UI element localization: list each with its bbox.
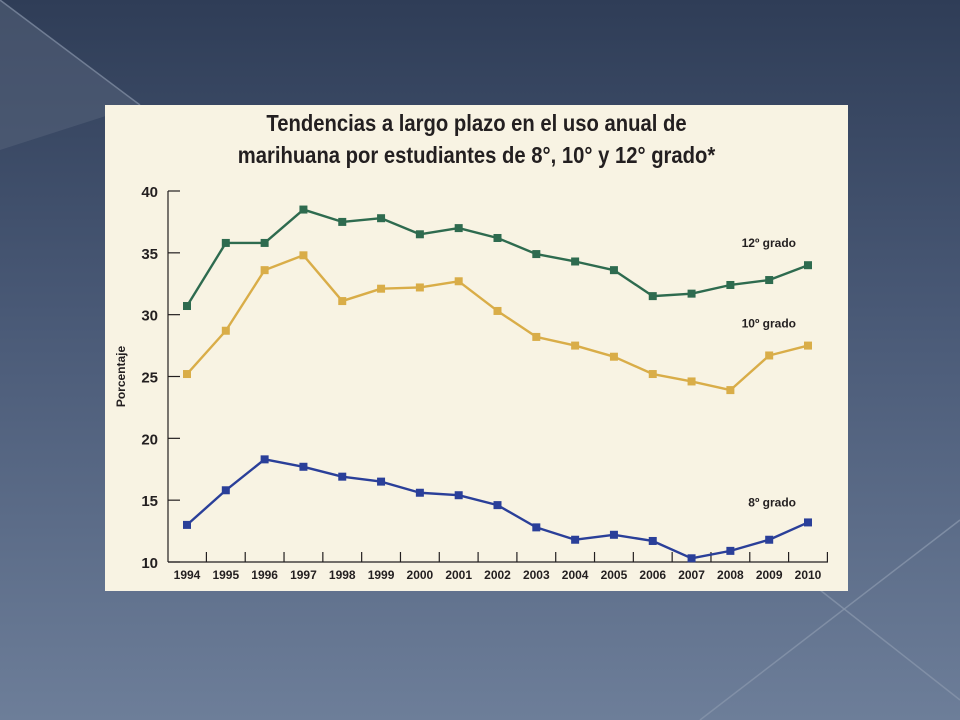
- data-point: [299, 205, 308, 214]
- x-tick-label: 2009: [756, 568, 783, 582]
- data-point: [415, 230, 424, 239]
- data-point: [183, 370, 191, 379]
- data-point: [609, 266, 618, 275]
- x-tick-label: 1994: [174, 568, 201, 582]
- data-point: [571, 535, 580, 544]
- chart-title-line-2: marihuana por estudiantes de 8°, 10° y 1…: [237, 142, 716, 168]
- x-tick-label: 2001: [445, 568, 472, 582]
- x-tick-label: 2002: [484, 568, 511, 582]
- data-point: [804, 261, 812, 270]
- x-tick-label: 2004: [562, 568, 589, 582]
- series-label: 10º grado: [742, 317, 796, 331]
- data-point: [377, 284, 386, 293]
- data-point: [493, 501, 502, 510]
- data-point: [609, 530, 618, 539]
- chart-panel: Tendencias a largo plazo en el uso anual…: [105, 105, 848, 591]
- data-point: [221, 486, 230, 495]
- x-tick-label: 1998: [329, 568, 356, 582]
- data-point: [299, 251, 308, 260]
- x-tick-label: 2000: [407, 568, 434, 582]
- data-point: [726, 280, 735, 289]
- data-point: [687, 289, 696, 298]
- chart-title: Tendencias a largo plazo en el uso anual…: [150, 107, 804, 171]
- data-point: [454, 277, 463, 286]
- y-tick-label: 25: [141, 370, 158, 387]
- data-point: [609, 352, 618, 361]
- line-chart: 10 15 20 25 30 35 40 1994 1995 1996 1997 1998 1999 20…: [114, 184, 829, 582]
- x-tick-label: 2010: [795, 568, 822, 582]
- data-point: [532, 250, 541, 259]
- x-tick-label: 2006: [639, 568, 666, 582]
- y-axis-label: Porcentaje: [114, 345, 128, 407]
- data-point: [765, 351, 774, 360]
- y-tick-label: 35: [141, 246, 158, 263]
- data-point: [377, 214, 386, 223]
- data-point: [648, 370, 657, 379]
- series-line: [186, 254, 809, 392]
- data-point: [804, 341, 812, 350]
- data-point: [726, 386, 735, 395]
- series-label: 12º grado: [742, 236, 796, 250]
- data-point: [532, 523, 541, 532]
- data-point: [221, 238, 230, 247]
- x-tick-label: 2007: [678, 568, 705, 582]
- x-tick-label: 2005: [601, 568, 628, 582]
- data-point: [260, 238, 269, 247]
- y-tick-label: 40: [141, 184, 158, 201]
- data-point: [765, 535, 774, 544]
- y-tick-label: 10: [141, 555, 158, 572]
- y-tick-label: 15: [141, 493, 158, 510]
- data-point: [454, 491, 463, 500]
- data-point: [338, 297, 347, 306]
- x-tick-label: 1996: [251, 568, 278, 582]
- data-point: [571, 257, 580, 266]
- y-tick-label: 30: [141, 308, 158, 325]
- data-point: [571, 341, 580, 350]
- x-tick-label: 2008: [717, 568, 744, 582]
- x-tick-label: 1995: [212, 568, 239, 582]
- data-point: [415, 283, 424, 292]
- data-point: [804, 518, 812, 527]
- data-point: [687, 554, 696, 563]
- data-point: [260, 455, 269, 464]
- data-point: [183, 302, 191, 311]
- data-point: [687, 377, 696, 386]
- x-tick-label: 2003: [523, 568, 550, 582]
- x-tick-label: 1999: [368, 568, 395, 582]
- data-point: [493, 233, 502, 242]
- data-point: [221, 326, 230, 335]
- data-point: [454, 224, 463, 233]
- series-line: [185, 208, 809, 307]
- y-tick-label: 20: [141, 431, 158, 448]
- data-point: [338, 472, 347, 481]
- data-point: [415, 488, 424, 497]
- data-point: [260, 266, 269, 275]
- data-point: [648, 292, 657, 301]
- data-point: [338, 217, 347, 226]
- chart-title-line-1: Tendencias a largo plazo en el uso anual…: [266, 110, 687, 136]
- data-point: [765, 276, 774, 285]
- data-point: [183, 520, 191, 529]
- x-tick-label: 1997: [290, 568, 317, 582]
- series-label: 8º grado: [748, 495, 796, 509]
- data-point: [532, 332, 541, 341]
- data-point: [299, 462, 308, 471]
- data-point: [493, 306, 502, 315]
- data-point: [377, 477, 386, 486]
- data-point: [726, 546, 735, 555]
- data-point: [648, 536, 657, 545]
